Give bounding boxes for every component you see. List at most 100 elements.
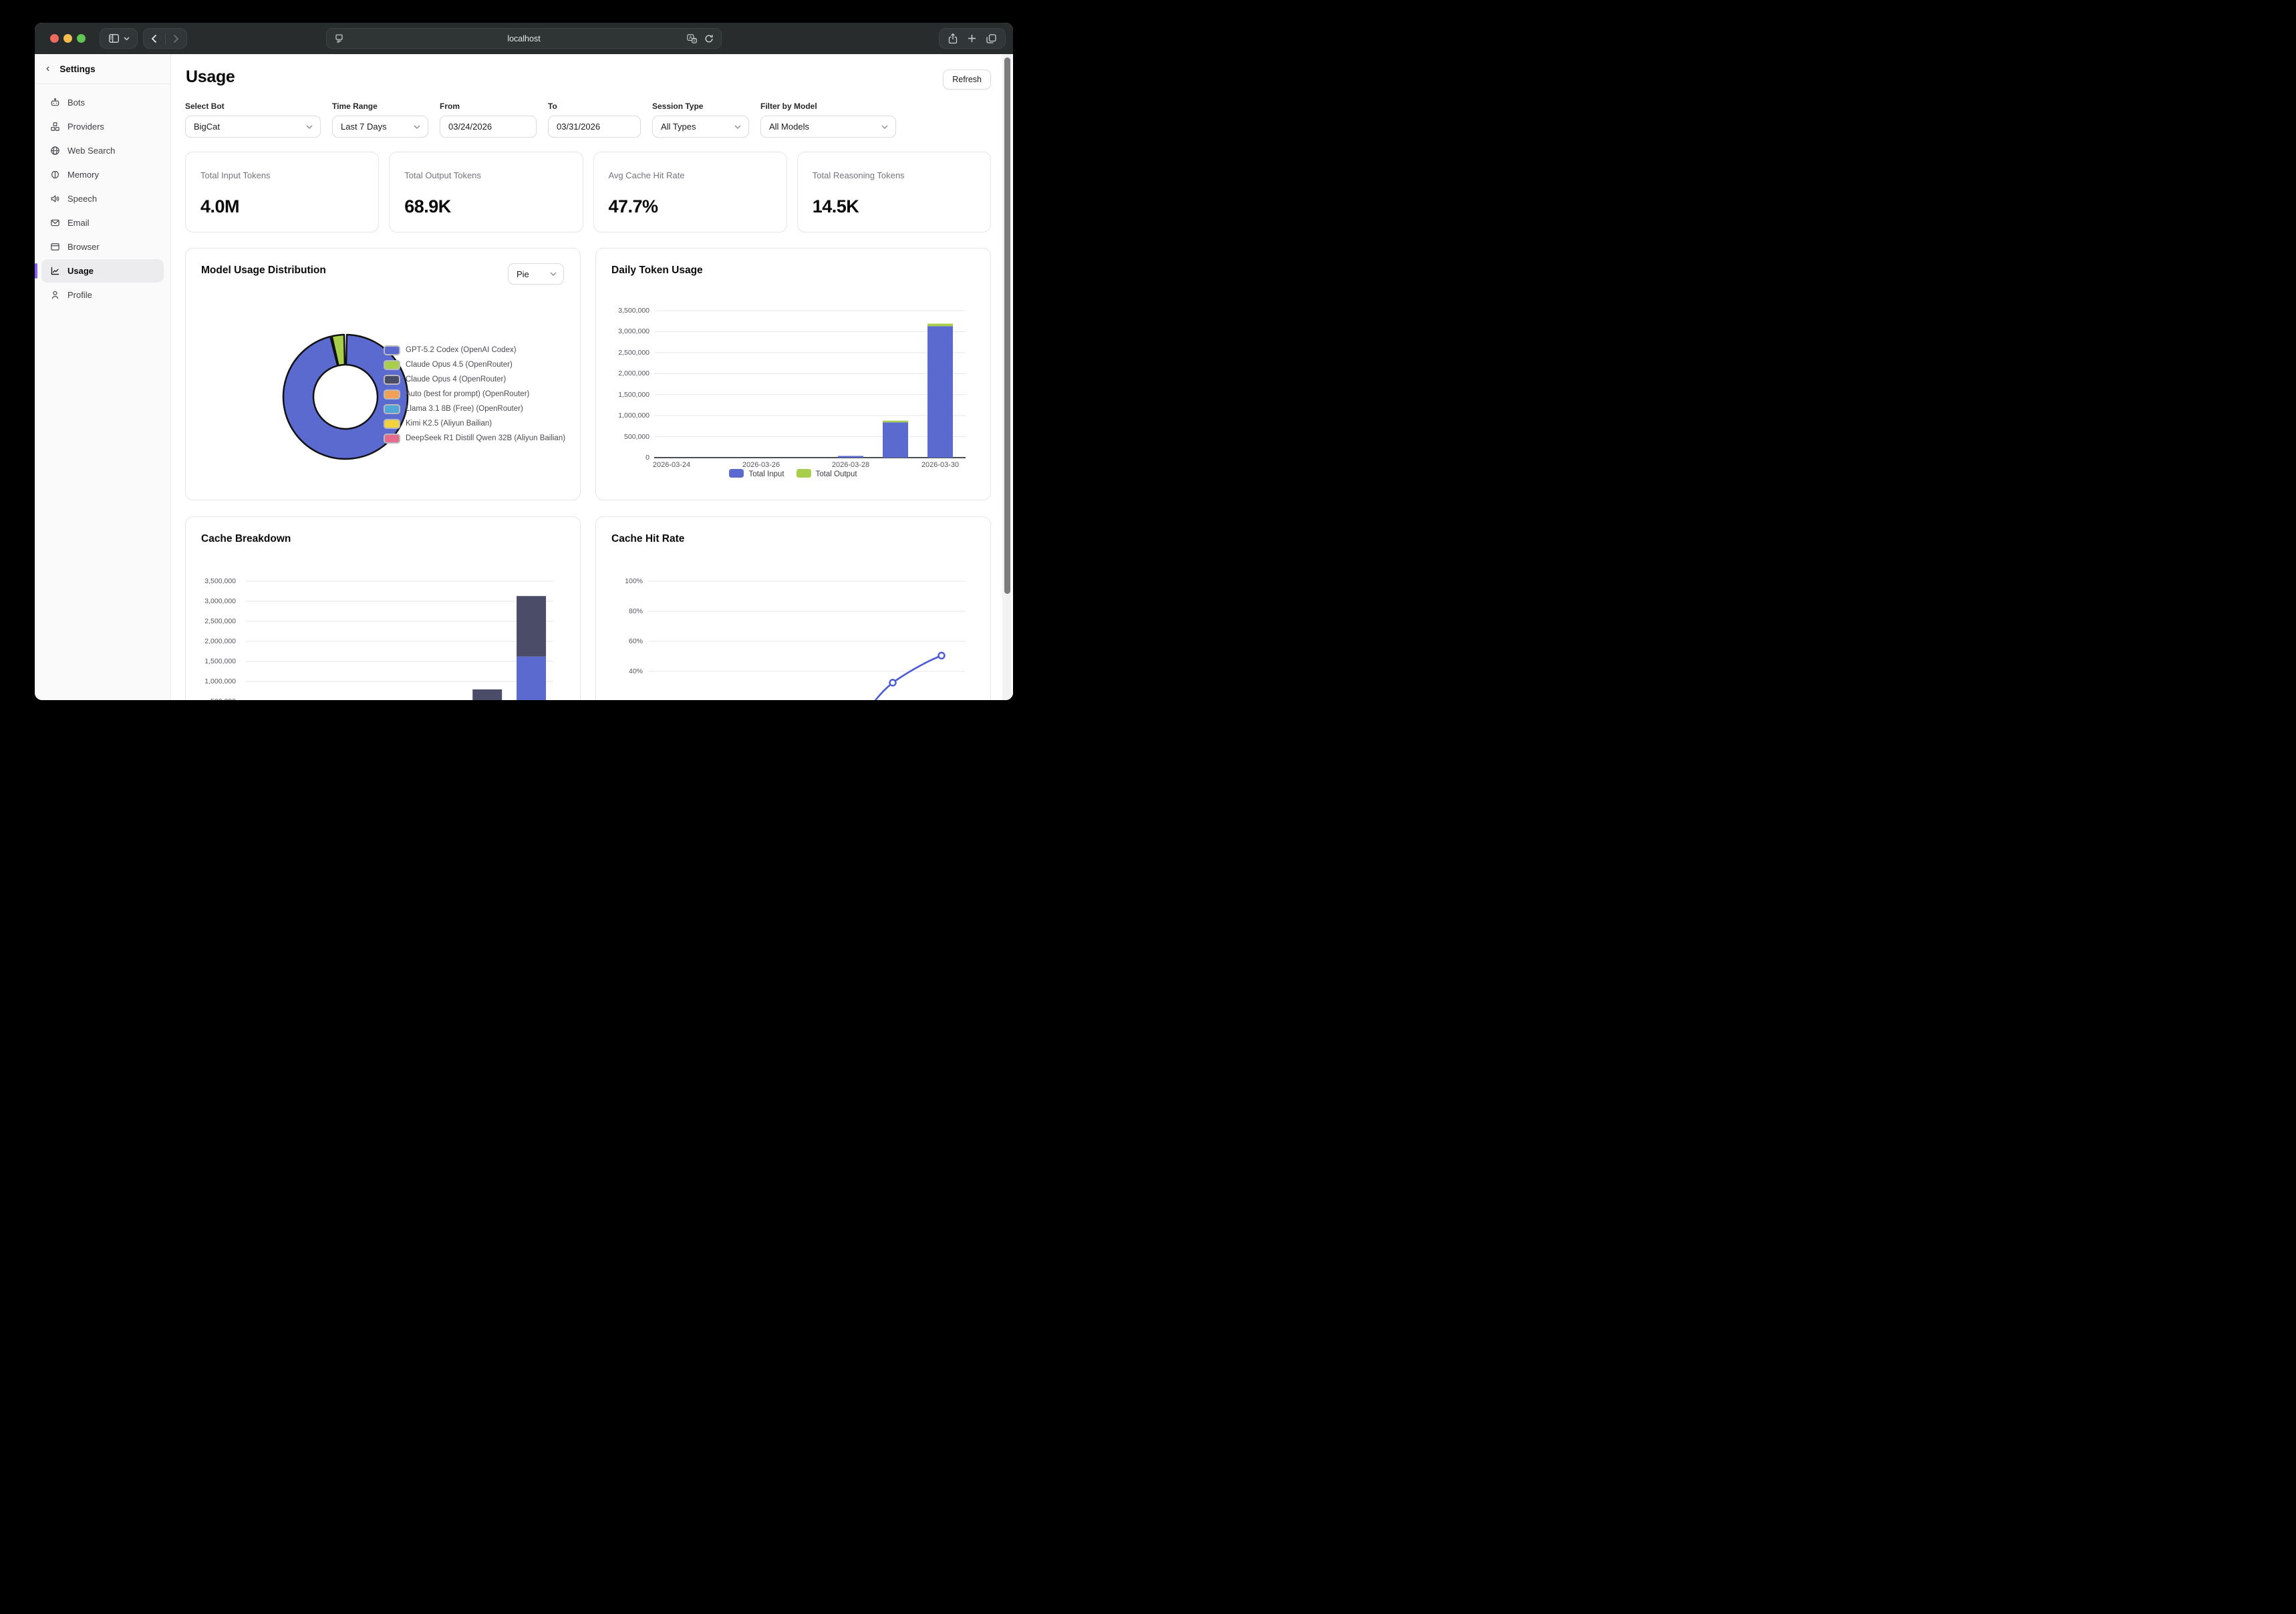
stat-card-avg-cache-hit-rate: Avg Cache Hit Rate 47.7%: [593, 152, 787, 232]
sidebar-item-label: Bots: [67, 98, 86, 108]
zoom-window-button[interactable]: [77, 34, 86, 43]
sidebar-item-web-search[interactable]: Web Search: [41, 139, 164, 162]
chevron-down-icon: [881, 125, 888, 129]
page-icon[interactable]: [335, 34, 343, 43]
filter-group-to: To 03/31/2026: [548, 102, 641, 138]
y-tick-label: 1,500,000: [204, 657, 236, 665]
brain-icon: [50, 170, 60, 180]
legend-label: Claude Opus 4.5 (OpenRouter): [406, 361, 513, 369]
filter-group-time-range: Time Range Last 7 Days: [332, 102, 428, 138]
filter-value: All Types: [661, 122, 696, 132]
legend-item: Kimi K2.5 (Aliyun Bailian): [384, 416, 565, 431]
sidebar-item-email[interactable]: Email: [41, 211, 164, 234]
y-tick-label: 2,000,000: [618, 369, 650, 378]
y-tick-label: 1,000,000: [204, 677, 236, 685]
chart-type-select[interactable]: Pie: [508, 263, 564, 285]
filter-label: Session Type: [652, 102, 704, 111]
globe-icon: [50, 146, 60, 156]
legend-swatch: [384, 359, 400, 370]
speaker-icon: [50, 194, 60, 204]
x-tick-label: 2026-03-26: [742, 461, 780, 469]
nav-buttons: [143, 28, 187, 49]
y-tick-label: 2,000,000: [204, 637, 236, 645]
new-tab-icon[interactable]: [968, 34, 976, 43]
cache-hit-rate-svg: [648, 581, 965, 700]
donut-chart: [282, 333, 409, 460]
stat-label: Avg Cache Hit Rate: [608, 170, 685, 180]
scrollbar-thumb[interactable]: [1004, 57, 1010, 594]
sidebar-item-usage[interactable]: Usage: [35, 259, 164, 283]
chevron-down-icon: [123, 36, 130, 41]
data-point-marker: [889, 679, 897, 687]
filter-time-range-select[interactable]: Last 7 Days: [332, 116, 428, 138]
legend-label: Llama 3.1 8B (Free) (OpenRouter): [406, 405, 523, 413]
tabs-icon[interactable]: [986, 33, 996, 43]
daily-token-usage-card: Daily Token Usage Total Input Total Outpu…: [595, 248, 991, 500]
cubes-icon: [50, 122, 60, 132]
refresh-button[interactable]: Refresh: [943, 69, 991, 90]
filter-to-input[interactable]: 03/31/2026: [548, 116, 641, 138]
stat-cards: Total Input Tokens 4.0M Total Output Token…: [185, 152, 991, 232]
chevron-down-icon: [306, 125, 313, 129]
sidebar-item-label: Usage: [67, 266, 94, 276]
sidebar-item-label: Providers: [67, 122, 104, 132]
svg-text:A: A: [689, 35, 692, 40]
sidebar-item-profile[interactable]: Profile: [41, 283, 164, 307]
filter-select-bot-select[interactable]: BigCat: [185, 116, 321, 138]
reload-icon[interactable]: [704, 34, 714, 43]
filter-filter-by-model-select[interactable]: All Models: [760, 116, 896, 138]
close-window-button[interactable]: [50, 34, 59, 43]
filter-session-type-select[interactable]: All Types: [652, 116, 749, 138]
legend-swatch: [384, 345, 400, 355]
y-tick-label: 3,500,000: [618, 307, 650, 315]
bar-output-2026-03-29: [883, 420, 908, 423]
sidebar-item-memory[interactable]: Memory: [41, 163, 164, 186]
stat-card-total-output-tokens: Total Output Tokens 68.9K: [389, 152, 583, 232]
filter-value: 03/24/2026: [448, 122, 492, 132]
sidebar-item-providers[interactable]: Providers: [41, 115, 164, 138]
back-chevron-icon[interactable]: ‹: [46, 63, 50, 74]
sidebar-item-bots[interactable]: Bots: [41, 91, 164, 114]
usage-page: Usage Refresh Select Bot BigCat Time Range…: [171, 54, 1013, 700]
y-tick-label: 2,500,000: [618, 348, 650, 357]
legend-label: Auto (best for prompt) (OpenRouter): [406, 390, 530, 398]
forward-icon[interactable]: [173, 34, 179, 43]
legend-item: Claude Opus 4 (OpenRouter): [384, 372, 565, 387]
legend-item-total-output: Total Output: [796, 469, 857, 478]
sidebar-title: Settings: [59, 63, 96, 74]
filter-value: Last 7 Days: [341, 122, 387, 132]
mail-icon: [50, 218, 60, 228]
sidebar-item-label: Profile: [67, 290, 92, 300]
filter-from-input[interactable]: 03/24/2026: [440, 116, 537, 138]
window-icon: [50, 242, 60, 252]
x-tick-label: 2026-03-30: [921, 461, 960, 469]
daily-bars-svg: [654, 310, 966, 458]
y-tick-label: 3,000,000: [204, 597, 236, 605]
chart-icon: [50, 266, 60, 276]
chevron-down-icon: [734, 125, 741, 129]
bot-icon: [50, 98, 60, 108]
sidebar-toggle-button[interactable]: [100, 28, 138, 49]
share-icon[interactable]: [948, 33, 958, 44]
sidebar-item-browser[interactable]: Browser: [41, 235, 164, 259]
legend-swatch: [384, 389, 400, 399]
x-tick-label: 2026-03-28: [831, 461, 870, 469]
data-point-marker: [938, 651, 946, 660]
filter-label: Select Bot: [185, 102, 225, 111]
legend-item: Auto (best for prompt) (OpenRouter): [384, 387, 565, 401]
legend-item: DeepSeek R1 Distill Qwen 32B (Aliyun Bai…: [384, 431, 565, 446]
filter-group-from: From 03/24/2026: [440, 102, 537, 138]
minimize-window-button[interactable]: [63, 34, 72, 43]
stacked-bar-segment-2026-03-29: [472, 689, 503, 700]
back-icon[interactable]: [151, 34, 157, 43]
filter-label: From: [440, 102, 460, 111]
model-usage-card: Model Usage Distribution Pie GPT-5.2 Cod…: [185, 248, 581, 500]
sidebar-item-speech[interactable]: Speech: [41, 187, 164, 210]
legend-item: Claude Opus 4.5 (OpenRouter): [384, 357, 565, 372]
legend-item-total-input: Total Input: [729, 469, 784, 478]
url-text: localhost: [507, 33, 541, 43]
sidebar-item-label: Web Search: [67, 146, 116, 156]
